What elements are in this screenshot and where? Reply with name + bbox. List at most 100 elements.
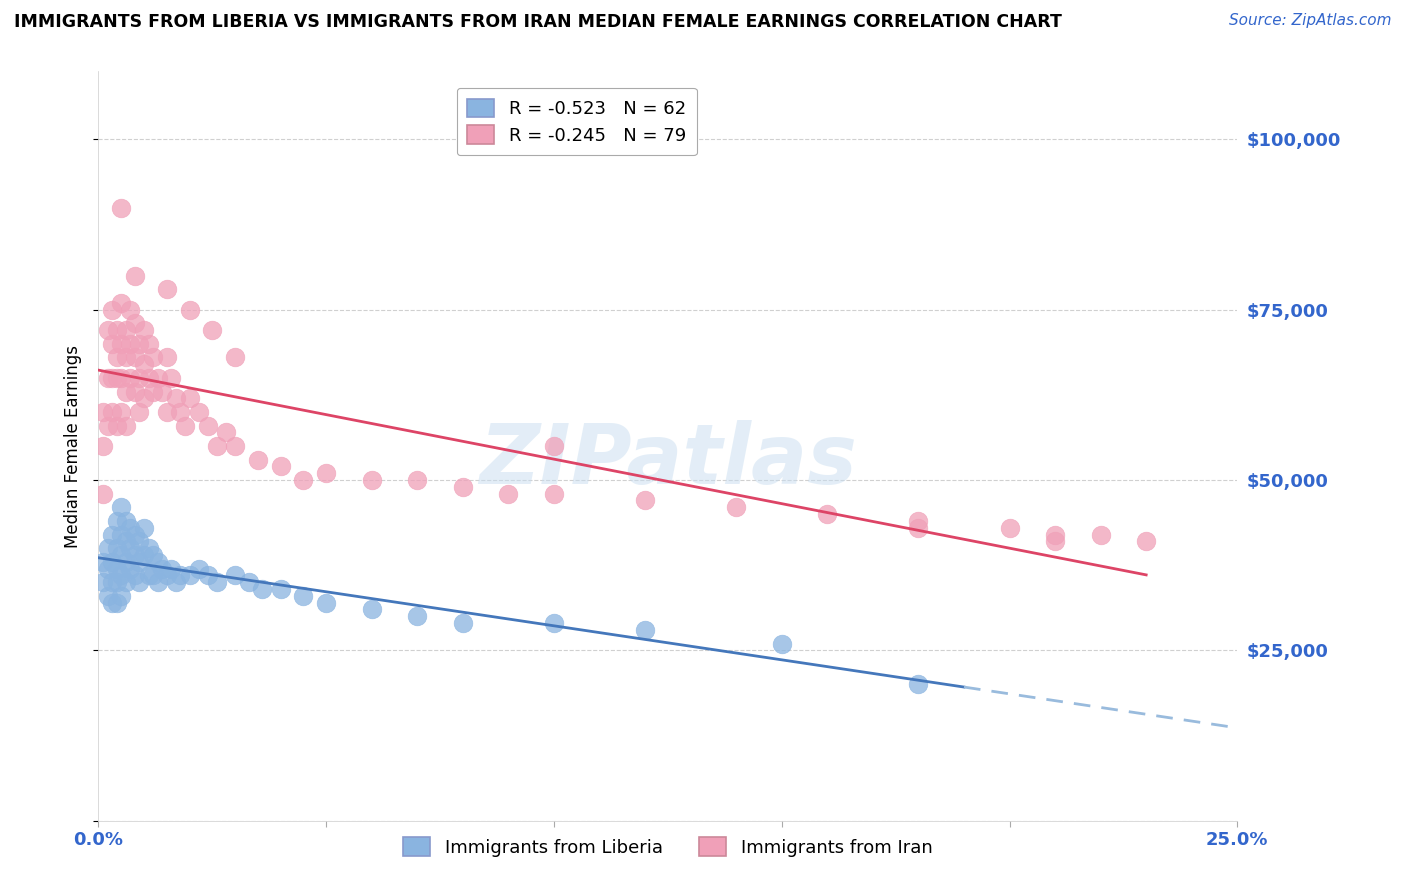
Point: [114, 323, 136, 337]
Point: [128, 534, 150, 549]
Point: [156, 282, 179, 296]
Point: [128, 405, 150, 419]
Point: [128, 336, 150, 351]
Point: [360, 602, 382, 616]
Point: [110, 336, 132, 351]
Point: [120, 336, 142, 351]
Point: [114, 514, 136, 528]
Point: [101, 302, 124, 317]
Point: [160, 371, 183, 385]
Point: [96, 371, 118, 385]
Point: [124, 548, 146, 562]
Point: [197, 568, 219, 582]
Point: [128, 371, 150, 385]
Point: [498, 486, 520, 500]
Point: [105, 575, 128, 590]
Point: [91, 555, 114, 569]
Point: [132, 357, 155, 371]
Point: [110, 548, 132, 562]
Point: [150, 561, 173, 575]
Point: [110, 500, 132, 515]
Legend: Immigrants from Liberia, Immigrants from Iran: Immigrants from Liberia, Immigrants from…: [396, 830, 939, 864]
Point: [246, 452, 269, 467]
Point: [96, 323, 118, 337]
Point: [105, 371, 128, 385]
Point: [101, 371, 124, 385]
Point: [96, 541, 118, 556]
Point: [174, 418, 197, 433]
Point: [138, 568, 160, 582]
Point: [146, 555, 169, 569]
Point: [101, 555, 124, 569]
Point: [142, 548, 165, 562]
Point: [124, 527, 146, 541]
Point: [201, 323, 224, 337]
Point: [360, 473, 382, 487]
Point: [114, 575, 136, 590]
Point: [292, 589, 315, 603]
Point: [146, 371, 169, 385]
Point: [187, 405, 209, 419]
Point: [96, 418, 118, 433]
Point: [138, 336, 160, 351]
Point: [110, 568, 132, 582]
Point: [101, 596, 124, 610]
Point: [124, 351, 146, 365]
Point: [114, 351, 136, 365]
Point: [96, 589, 118, 603]
Point: [124, 568, 146, 582]
Point: [124, 384, 146, 399]
Point: [270, 459, 292, 474]
Point: [105, 418, 128, 433]
Point: [725, 500, 748, 515]
Point: [138, 541, 160, 556]
Point: [142, 384, 165, 399]
Point: [132, 323, 155, 337]
Y-axis label: Median Female Earnings: Median Female Earnings: [65, 344, 83, 548]
Point: [315, 596, 337, 610]
Point: [120, 521, 142, 535]
Point: [315, 467, 337, 481]
Point: [224, 568, 246, 582]
Point: [543, 486, 565, 500]
Point: [156, 351, 179, 365]
Point: [292, 473, 315, 487]
Point: [543, 616, 565, 631]
Point: [169, 568, 191, 582]
Point: [110, 589, 132, 603]
Point: [132, 548, 155, 562]
Point: [110, 296, 132, 310]
Point: [101, 527, 124, 541]
Point: [110, 371, 132, 385]
Point: [110, 527, 132, 541]
Point: [205, 575, 228, 590]
Point: [215, 425, 238, 440]
Point: [156, 568, 179, 582]
Point: [406, 473, 429, 487]
Point: [114, 384, 136, 399]
Point: [169, 405, 191, 419]
Point: [91, 439, 114, 453]
Point: [142, 568, 165, 582]
Point: [146, 575, 169, 590]
Point: [120, 371, 142, 385]
Point: [543, 439, 565, 453]
Point: [205, 439, 228, 453]
Point: [634, 623, 657, 637]
Text: Source: ZipAtlas.com: Source: ZipAtlas.com: [1229, 13, 1392, 29]
Point: [91, 486, 114, 500]
Point: [128, 575, 150, 590]
Point: [110, 405, 132, 419]
Point: [179, 568, 201, 582]
Point: [165, 392, 187, 406]
Text: ZIPatlas: ZIPatlas: [479, 420, 856, 501]
Point: [101, 336, 124, 351]
Point: [124, 317, 146, 331]
Point: [179, 392, 201, 406]
Point: [105, 541, 128, 556]
Point: [101, 405, 124, 419]
Point: [105, 514, 128, 528]
Point: [120, 561, 142, 575]
Point: [96, 561, 118, 575]
Point: [110, 201, 132, 215]
